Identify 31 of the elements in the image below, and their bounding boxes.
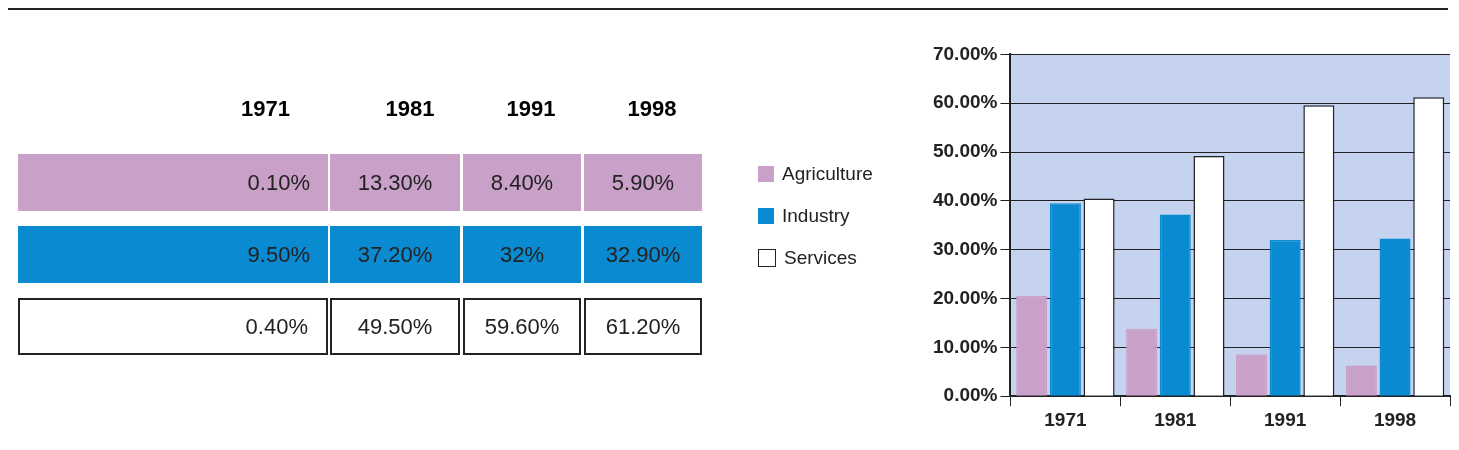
data-label: 37.20% — [330, 226, 460, 283]
category-label: 1981 — [384, 96, 436, 122]
y-tick-label: 10.00% — [932, 335, 998, 357]
y-tick-label: 50.00% — [932, 140, 998, 162]
legend-label: Agriculture — [782, 163, 873, 185]
data-label: 9.50% — [18, 226, 328, 283]
data-label: 0.40% — [18, 298, 328, 355]
category-label: 1971 — [240, 96, 291, 122]
data-label: 59.60% — [463, 298, 581, 355]
data-label: 49.50% — [330, 298, 460, 355]
data-label: 32.90% — [584, 226, 702, 283]
data-label: 61.20% — [584, 298, 702, 355]
y-tick-label: 0.00% — [943, 384, 998, 406]
x-tick-label: 1971 — [1044, 408, 1087, 430]
y-tick-label: 70.00% — [932, 42, 998, 64]
data-label: 5.90% — [584, 154, 702, 211]
y-tick-label: 30.00% — [932, 237, 998, 259]
x-tick-label: 1981 — [1154, 408, 1197, 430]
x-tick-label: 1991 — [1264, 408, 1307, 430]
y-tick-label: 20.00% — [932, 286, 998, 308]
x-tick-label: 1998 — [1373, 408, 1417, 430]
category-label: 1991 — [505, 96, 557, 122]
y-tick-label: 60.00% — [932, 91, 998, 113]
data-label: 13.30% — [330, 154, 460, 211]
data-label: 32% — [463, 226, 581, 283]
y-tick-label: 40.00% — [932, 189, 998, 211]
category-label: 1998 — [626, 96, 678, 122]
legend-label: Services — [784, 247, 857, 269]
legend-label: Industry — [782, 205, 850, 227]
data-label: 8.40% — [463, 154, 581, 211]
data-label: 0.10% — [18, 154, 328, 211]
